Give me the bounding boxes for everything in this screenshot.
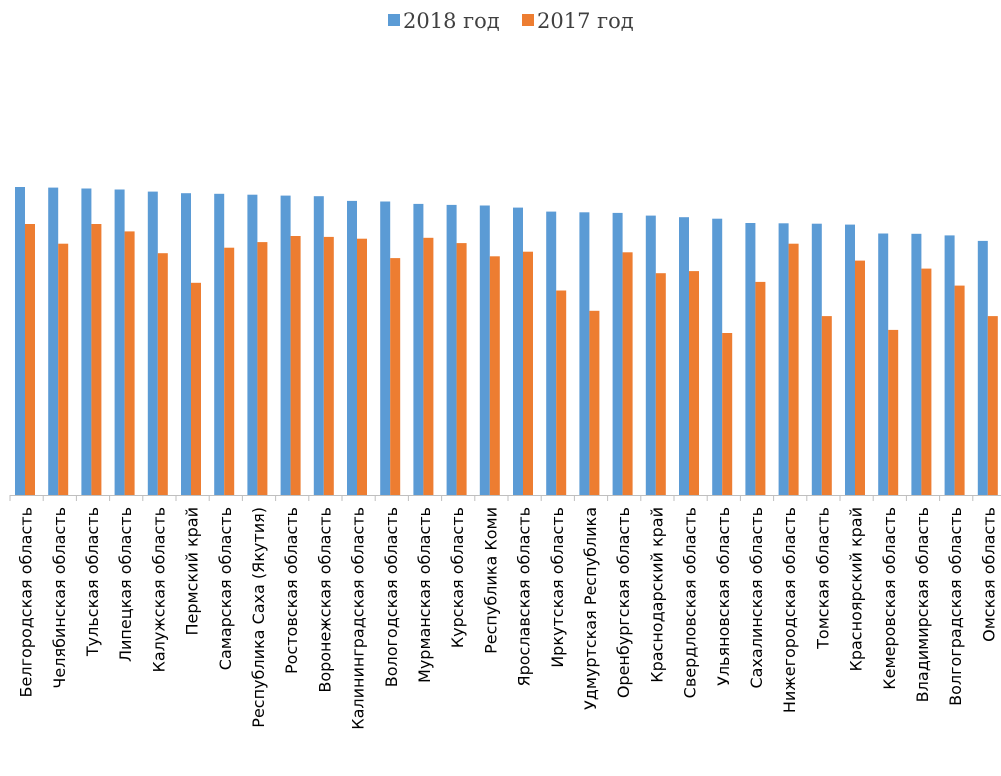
bar-2017-4 (157, 253, 168, 495)
bar-2017-17 (589, 310, 600, 495)
bar-2017-26 (888, 329, 899, 495)
bar-2017-9 (323, 236, 334, 495)
bar-2017-5 (191, 282, 201, 495)
bar-2018-25 (845, 224, 855, 495)
x-tick-label: Тульская область (83, 507, 102, 657)
bar-2017-29 (987, 316, 998, 495)
bar-2018-21 (712, 218, 723, 495)
bar-2017-7 (257, 242, 268, 495)
x-tick-label: Воронежская область (315, 507, 334, 693)
bar-2017-16 (556, 290, 567, 495)
x-tick-label: Нижегородская область (780, 507, 799, 713)
x-tick-label: Удмуртская Республика (581, 507, 600, 710)
bar-2018-20 (679, 217, 689, 495)
bar-2018-14 (479, 205, 490, 495)
bar-2018-4 (147, 191, 158, 495)
bar-2018-16 (546, 211, 557, 495)
x-tick-label: Красноярский край (847, 507, 866, 672)
bar-2017-3 (124, 231, 135, 495)
bar-2017-8 (290, 236, 301, 495)
legend-label-2017: 2017 год (537, 9, 634, 33)
bar-2017-22 (755, 281, 766, 495)
bars (15, 187, 998, 496)
bar-2018-0 (15, 187, 25, 495)
x-tick-label: Краснодарский край (647, 507, 666, 683)
bar-2017-15 (523, 251, 533, 495)
x-tick-label: Томская область (813, 507, 832, 650)
x-tick-label: Свердловская область (681, 507, 700, 698)
legend-swatch-2018 (388, 14, 400, 26)
bar-2017-14 (489, 256, 500, 495)
bar-2018-3 (114, 189, 125, 495)
bar-2018-8 (280, 195, 291, 495)
bar-2017-25 (855, 260, 865, 495)
bar-2017-2 (91, 224, 102, 495)
bar-2018-17 (579, 212, 590, 496)
bar-2018-11 (380, 201, 391, 495)
bar-2018-1 (48, 187, 59, 495)
x-axis-labels: Белгородская область Челябинская область Т… (17, 507, 999, 730)
bar-2018-29 (977, 240, 988, 495)
x-tick-label: Волгоградская область (946, 507, 965, 706)
x-tick-label: Вологодская область (382, 507, 401, 687)
bar-2017-11 (390, 258, 401, 495)
bar-2018-18 (612, 212, 623, 495)
bar-2018-22 (745, 223, 756, 495)
bar-2018-24 (811, 223, 822, 495)
bar-2018-12 (413, 203, 424, 495)
bar-2018-9 (313, 196, 324, 495)
x-tick-label: Калужская область (149, 507, 168, 672)
x-tick-label: Кемеровская область (880, 507, 899, 690)
x-tick-label: Республика Саха (Якутия) (249, 507, 268, 728)
bar-2018-10 (347, 200, 357, 495)
bar-2017-6 (224, 247, 235, 495)
bar-2017-1 (58, 243, 69, 495)
bar-2018-7 (247, 194, 258, 495)
bar-2018-19 (645, 215, 656, 495)
x-tick-label: Ярославская область (515, 507, 534, 687)
x-tick-label: Ростовская область (282, 507, 301, 674)
bar-2017-20 (689, 271, 699, 495)
bar-2017-24 (821, 316, 832, 495)
bar-2017-28 (954, 285, 965, 495)
x-tick-label: Курская область (448, 507, 467, 648)
x-tick-label: Челябинская область (50, 507, 69, 689)
bar-2018-27 (911, 233, 922, 496)
bar-2017-10 (357, 238, 367, 495)
bar-2017-12 (423, 237, 434, 496)
x-tick-label: Липецкая область (116, 507, 135, 662)
bar-2018-28 (944, 235, 955, 495)
x-tick-label: Белгородская область (17, 507, 36, 697)
bar-2017-0 (25, 224, 35, 495)
bar-2018-23 (778, 223, 789, 496)
bar-2017-18 (622, 252, 633, 495)
x-tick-label: Ульяновская область (714, 507, 733, 686)
bar-2017-27 (921, 268, 932, 495)
legend-label-2018: 2018 год (403, 9, 500, 33)
bar-2017-13 (456, 243, 467, 495)
bar-2017-19 (655, 273, 666, 495)
legend-swatch-2017 (522, 14, 534, 26)
x-tick-label: Омская область (979, 507, 998, 642)
bar-2018-2 (81, 188, 92, 495)
bar-2017-21 (722, 333, 733, 495)
x-tick-label: Республика Коми (481, 507, 500, 654)
bar-2018-13 (446, 204, 457, 495)
x-tick-label: Оренбургская область (614, 507, 633, 698)
x-tick-label: Самарская область (216, 507, 235, 670)
legend: 2018 год 2017 год (388, 9, 634, 33)
x-tick-label: Калининградская область (349, 507, 368, 730)
x-tick-label: Владимирская область (913, 507, 932, 702)
x-tick-label: Мурманская область (415, 507, 434, 683)
x-tick-label: Иркутская область (548, 507, 567, 668)
bar-2018-26 (878, 233, 889, 495)
x-tick-label: Сахалинская область (747, 507, 766, 689)
bar-2018-15 (513, 207, 523, 495)
bar-2017-23 (788, 243, 799, 495)
bar-2018-6 (214, 193, 225, 496)
x-axis-ticks (9, 495, 974, 501)
x-tick-label: Пермский край (183, 507, 202, 635)
bar-2018-5 (181, 193, 191, 495)
